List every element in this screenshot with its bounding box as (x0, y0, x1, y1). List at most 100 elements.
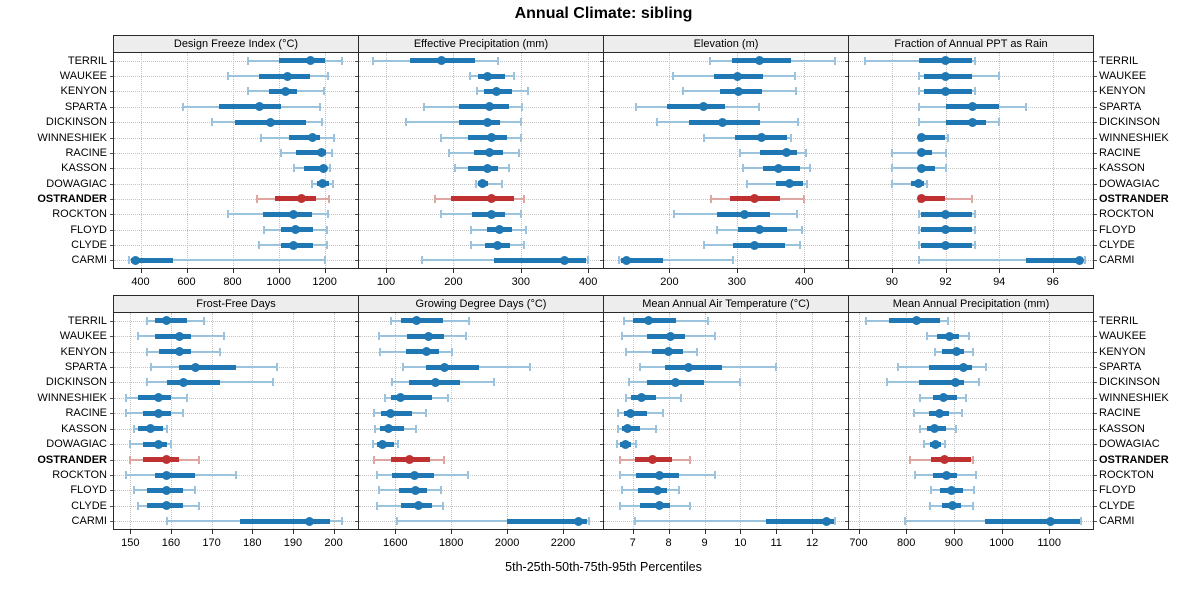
whisker-cap-95th (194, 486, 197, 495)
row-tick (355, 413, 358, 415)
x-axis-tick (252, 530, 254, 534)
median-dot (424, 331, 434, 341)
v-gridline (395, 313, 397, 529)
v-gridline (386, 53, 387, 268)
row-tick (845, 106, 848, 108)
median-dot (822, 516, 831, 526)
x-axis-tick (563, 530, 564, 534)
whisker-cap-95th (833, 56, 836, 65)
site-label-left: WINNESHIEK (37, 391, 107, 404)
median-dot (573, 516, 583, 526)
row-tick (845, 168, 848, 170)
whisker-cap-5th (378, 347, 381, 356)
v-gridline (999, 53, 1001, 268)
row-tick (1094, 183, 1097, 185)
whisker-cap-5th (210, 118, 213, 127)
whisker-cap-5th (373, 409, 376, 418)
median-dot (655, 501, 665, 511)
whisker-cap-95th (450, 347, 453, 356)
whisker-cap-95th (222, 332, 225, 341)
x-axis-tick-label: 1000 (989, 537, 1014, 549)
whisker-cap-95th (442, 455, 445, 464)
whisker-cap-5th (373, 455, 376, 464)
row-tick (355, 367, 358, 368)
row-tick (1094, 505, 1097, 507)
whisker-cap-95th (944, 164, 947, 173)
v-gridline (130, 313, 132, 529)
box-25-75 (275, 196, 317, 202)
median-dot (154, 408, 164, 418)
x-axis-tick (324, 269, 326, 273)
whisker-cap-95th (732, 256, 735, 265)
median-dot (784, 179, 794, 188)
h-gridline (849, 413, 1093, 415)
whisker-cap-95th (967, 332, 970, 341)
site-label-left: CARMI (71, 515, 107, 528)
whisker-cap-5th (165, 517, 168, 526)
h-gridline (604, 428, 848, 430)
site-label-left: TERRIL (67, 54, 107, 67)
whisker-cap-95th (165, 424, 168, 433)
site-label-right: CLYDE (1099, 499, 1135, 512)
x-axis-tick-label: 2000 (494, 537, 520, 549)
median-dot (665, 331, 675, 341)
row-tick (355, 351, 358, 353)
row-tick (845, 459, 848, 461)
whisker-cap-5th (928, 501, 931, 510)
row-tick (600, 106, 603, 108)
median-dot (967, 117, 977, 127)
x-axis-tick (588, 269, 590, 273)
v-gridline (669, 53, 671, 268)
row-tick (1094, 475, 1097, 476)
x-axis-tick-label: 12 (805, 537, 819, 549)
row-tick (845, 91, 848, 93)
row-tick (355, 60, 358, 62)
x-axis-tick-label: 1100 (1037, 537, 1062, 549)
whisker-cap-5th (260, 133, 263, 142)
row-tick (845, 428, 848, 430)
whisker-cap-95th (332, 133, 335, 142)
whisker-cap-95th (441, 501, 444, 510)
whisker-cap-5th (128, 256, 130, 265)
whisker-cap-95th (805, 179, 808, 188)
h-gridline (114, 505, 358, 507)
median-dot (146, 424, 156, 434)
range-5-95 (475, 182, 502, 185)
median-dot (951, 347, 961, 357)
whisker-cap-95th (524, 225, 527, 234)
row-tick (845, 413, 848, 415)
row-tick (1094, 260, 1097, 262)
row-tick (1094, 60, 1097, 62)
whisker-cap-5th (918, 424, 921, 433)
median-dot (411, 316, 421, 326)
median-dot (493, 240, 503, 250)
median-dot (154, 439, 164, 449)
row-tick (110, 444, 113, 446)
whisker-cap-5th (145, 378, 148, 387)
x-axis-tick (186, 269, 188, 273)
v-gridline (333, 313, 335, 529)
row-tick (845, 260, 848, 262)
v-gridline (858, 313, 860, 529)
row-tick (845, 183, 848, 185)
whisker-cap-5th (377, 332, 380, 341)
x-axis-tick (451, 530, 453, 534)
site-label-right: DICKINSON (1099, 116, 1161, 129)
median-dot (754, 225, 764, 235)
whisker-cap-95th (696, 347, 699, 356)
whisker-cap-5th (622, 316, 625, 325)
x-axis-tick (736, 269, 738, 273)
v-gridline (170, 313, 172, 529)
box-25-75 (262, 211, 312, 217)
median-dot (486, 209, 496, 219)
row-tick (1094, 490, 1097, 492)
median-dot (739, 209, 749, 219)
row-tick (1094, 397, 1097, 399)
v-gridline (804, 53, 806, 268)
whisker-cap-95th (947, 316, 950, 325)
box-25-75 (765, 518, 834, 524)
whisker-cap-95th (520, 133, 523, 142)
site-label-right: KASSON (1099, 422, 1145, 435)
v-gridline (668, 313, 670, 529)
